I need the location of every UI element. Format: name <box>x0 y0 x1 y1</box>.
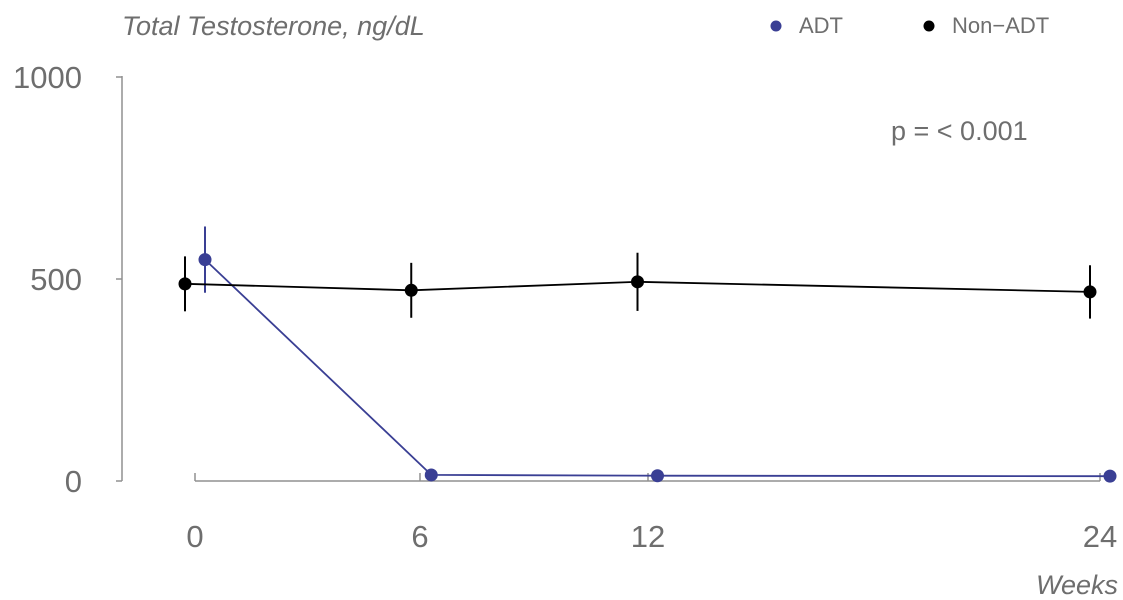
y-tick-label-1000: 1000 <box>13 60 82 95</box>
y-tick-label-500: 500 <box>30 262 82 297</box>
series-non-adt <box>178 252 1097 319</box>
data-point-non-adt <box>178 277 192 291</box>
data-point-non-adt <box>1083 285 1097 299</box>
p-value-annotation: p = < 0.001 <box>891 116 1028 146</box>
legend: ADT Non−ADT <box>770 13 1049 38</box>
series-adt <box>198 226 1117 483</box>
x-tick-label-6: 6 <box>411 519 428 554</box>
series-layer <box>178 226 1117 483</box>
legend-label-non-adt: Non−ADT <box>952 13 1049 38</box>
legend-label-adt: ADT <box>799 13 843 38</box>
y-axis-label: Total Testosterone, ng/dL <box>122 11 425 41</box>
legend-marker-adt <box>770 20 782 32</box>
data-point-adt <box>651 469 664 483</box>
data-point-non-adt <box>404 283 418 297</box>
y-tick-label-0: 0 <box>65 464 82 499</box>
data-point-adt <box>1103 469 1117 483</box>
series-line-adt <box>204 258 1111 478</box>
x-tick-label-12: 12 <box>631 519 665 554</box>
data-point-non-adt <box>631 275 644 289</box>
x-tick-label-0: 0 <box>186 519 203 554</box>
data-point-adt <box>198 253 212 267</box>
x-axis-label: Weeks <box>1036 570 1118 600</box>
series-line-non-adt <box>184 280 1091 293</box>
data-point-adt <box>424 468 438 482</box>
x-tick-label-24: 24 <box>1083 519 1117 554</box>
legend-marker-non-adt <box>923 20 935 32</box>
